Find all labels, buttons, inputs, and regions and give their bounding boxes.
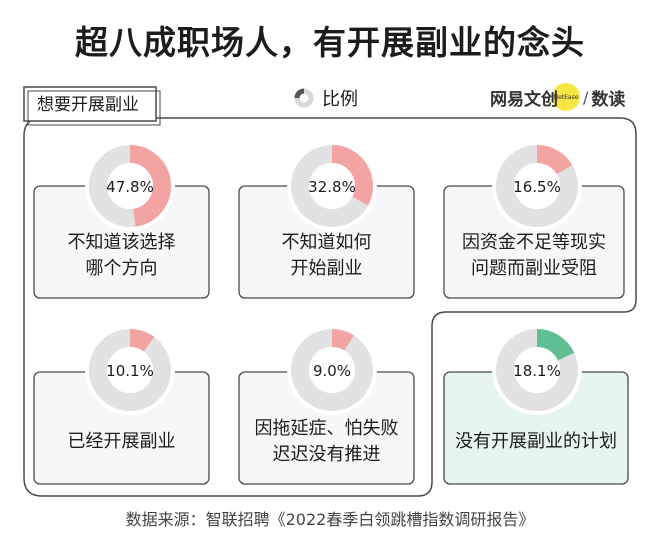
ring-center: [514, 347, 560, 393]
group-frame: [23, 117, 637, 497]
no-plan-card: 18.1% 没有开展副业的计划: [443, 325, 629, 485]
ring-center: [309, 347, 355, 393]
legend-label: 比例: [322, 89, 358, 110]
brand-name-left: 网易文创: [490, 89, 558, 110]
percent-label: 32.8%: [308, 178, 356, 196]
ring-center: [514, 163, 560, 209]
reason-card: 10.1% 已经开展副业: [33, 325, 210, 485]
ring-value-arc: [129, 145, 171, 227]
percent-label: 10.1%: [106, 362, 154, 380]
legend: 比例: [294, 86, 358, 110]
ring-value-arc: [331, 329, 354, 351]
category-label: 因拖延症、怕失败: [255, 418, 399, 439]
category-label: 开始副业: [291, 258, 363, 279]
category-label: 没有开展副业的计划: [455, 431, 617, 452]
source-note: 数据来源：智联招聘《2022春季白领跳槽指数调研报告》: [125, 510, 535, 529]
percent-label: 47.8%: [106, 178, 154, 196]
ring-value-arc: [536, 329, 575, 361]
group-tab-box: [23, 86, 157, 122]
brand-dot-text: NetEase: [553, 93, 579, 101]
ring-value-arc: [331, 145, 373, 206]
category-label: 不知道如何: [282, 232, 372, 253]
page-title: 超八成职场人，有开展副业的念头: [75, 23, 585, 62]
category-label: 因资金不足等现实: [462, 232, 606, 253]
group-tab-label: 想要开展副业: [37, 95, 139, 115]
ring-center: [107, 347, 153, 393]
brand-logo: 网易文创 NetEase / 数读: [490, 83, 626, 111]
group-tab-shadow: [27, 90, 161, 126]
group-tab: 想要开展副业: [23, 86, 161, 126]
category-label: 不知道该选择: [68, 232, 176, 253]
ring-legend-icon: [294, 88, 314, 108]
category-label: 哪个方向: [86, 258, 158, 279]
category-label: 已经开展副业: [68, 431, 176, 452]
brand-dot: NetEase: [552, 83, 580, 111]
category-label: 迟迟没有推进: [273, 444, 381, 465]
percent-label: 16.5%: [513, 178, 561, 196]
ring-value-arc: [536, 145, 573, 175]
percent-label: 9.0%: [313, 362, 351, 380]
ring-center: [107, 163, 153, 209]
brand-slash: /: [583, 87, 589, 107]
ring-center: [309, 163, 355, 209]
percent-label: 18.1%: [513, 362, 561, 380]
brand-name-right: 数读: [591, 89, 626, 110]
ring-value-arc: [129, 329, 155, 352]
category-label: 问题而副业受阻: [471, 258, 597, 279]
